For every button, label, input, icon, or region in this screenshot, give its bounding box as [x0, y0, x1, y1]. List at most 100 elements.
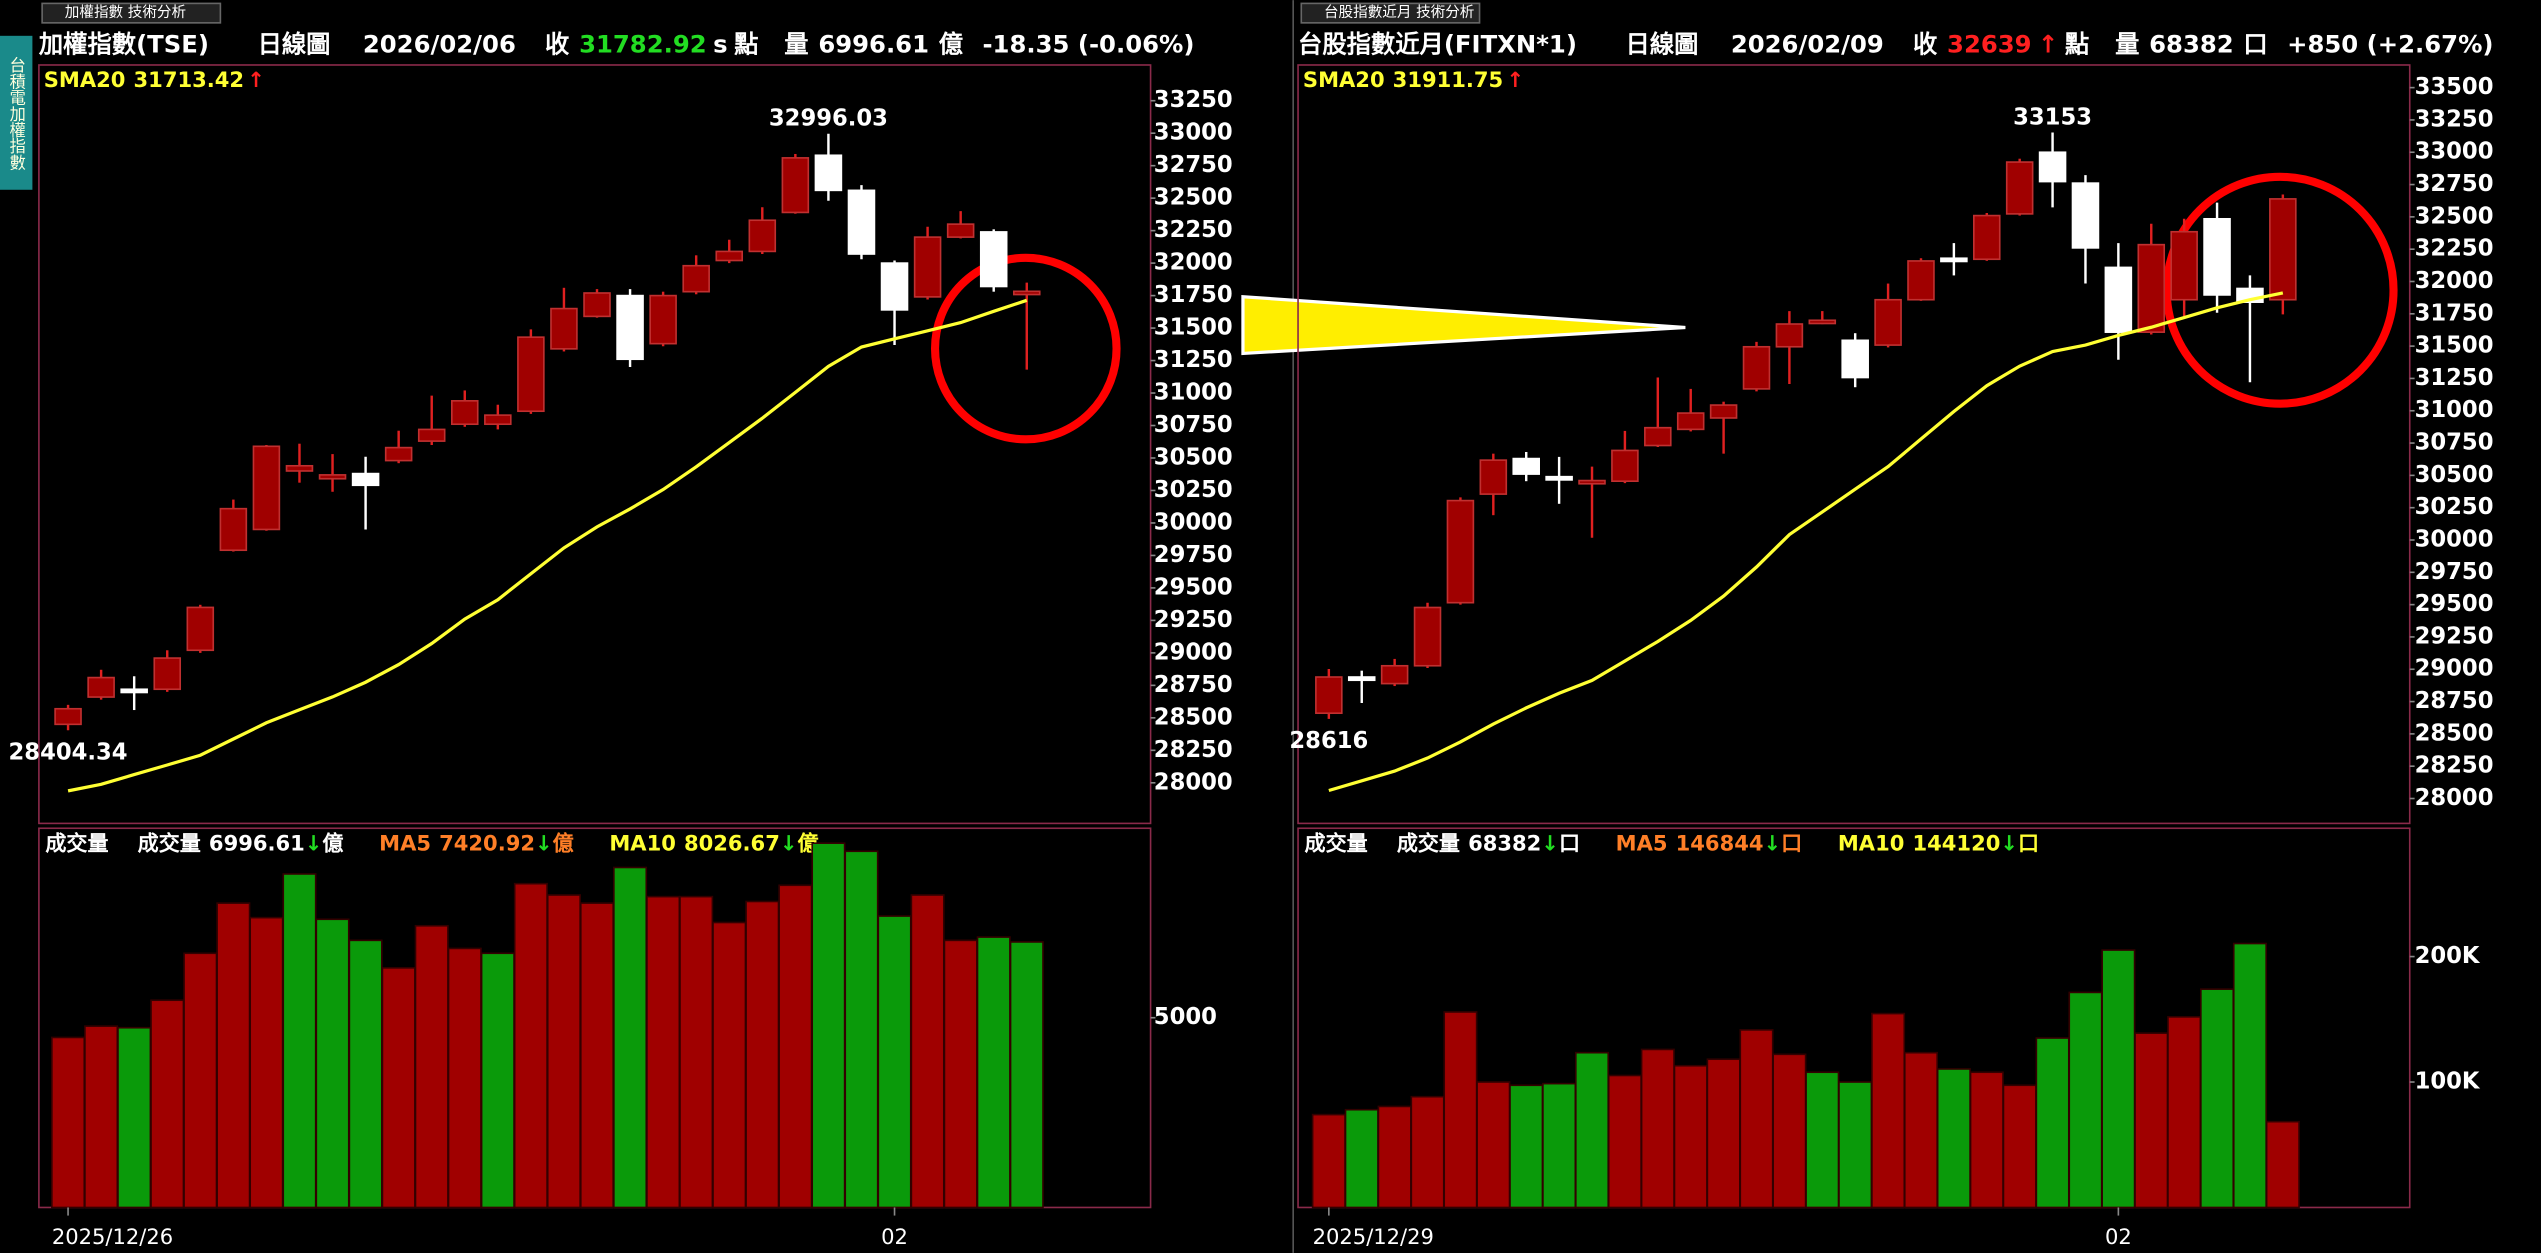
volume-bar	[2101, 949, 2136, 1209]
side-tab[interactable]	[0, 35, 33, 190]
y-tick-label: 28000	[2415, 785, 2494, 811]
volume-bar	[1509, 1084, 1544, 1209]
candle-body	[715, 250, 744, 262]
volume-bar	[1607, 1074, 1642, 1209]
close-label: 收	[1913, 30, 1938, 59]
y-tick-label: 29750	[1154, 542, 1233, 568]
change: -18.35 (-0.06%)	[982, 30, 1194, 59]
y-tick-label: 32500	[1154, 185, 1233, 211]
candle-body	[1644, 426, 1672, 447]
y-tick-label: 31750	[2415, 300, 2494, 326]
sma-line	[67, 298, 1028, 793]
y-tick-label: 32750	[1154, 152, 1233, 178]
arrow-annotation	[1241, 294, 1686, 356]
candle-body	[946, 223, 975, 238]
candle-body	[1742, 345, 1771, 390]
y-tick-label: 28500	[2415, 720, 2494, 746]
y-tick-label: 29250	[2415, 623, 2494, 649]
y-tick-label: 31500	[2415, 333, 2494, 359]
volume-bar	[414, 924, 449, 1209]
volume-bar	[84, 1025, 119, 1209]
candle-body	[1347, 676, 1376, 682]
tab-label: 台股指數近月 技術分析	[1324, 4, 1474, 21]
y-tick-label: 32250	[2415, 236, 2494, 262]
volume-bar	[1542, 1082, 1577, 1209]
ma5-name: MA5	[1616, 830, 1668, 855]
ma5-value: 146844	[1676, 830, 1764, 855]
candle-body	[1676, 412, 1705, 431]
volume-bar	[811, 842, 846, 1209]
tab-label: 加權指數 技術分析	[65, 4, 186, 21]
candle-body	[1479, 459, 1508, 495]
volume-value: 68382	[1468, 830, 1541, 855]
y-tick-label: 33250	[1154, 87, 1233, 113]
y-tick-label: 28250	[2415, 753, 2494, 779]
volume-bar	[1443, 1011, 1478, 1209]
volume-bar	[2265, 1120, 2300, 1209]
date: 2026/02/09	[1731, 30, 1884, 59]
volume-bar	[1009, 941, 1044, 1209]
volume-bar	[1311, 1113, 1346, 1209]
volume-bar	[216, 902, 251, 1209]
volume-bar	[646, 895, 681, 1209]
x-tick-label: 2025/12/26	[52, 1224, 173, 1249]
volume-header: 成交量 成交量 6996.61↓億 MA5 7420.92↓億 MA10 8026.67↓億	[45, 830, 818, 855]
side-tab-label: 台積電加權指數	[7, 57, 26, 170]
candle-body	[781, 157, 810, 214]
low-label: 28616	[1289, 728, 1368, 754]
period: 日線圖	[258, 30, 331, 59]
volume-title: 成交量	[45, 830, 108, 855]
sma-line	[1328, 291, 2284, 793]
y-tick-label: 31500	[1154, 315, 1233, 341]
close-value: 32639	[1947, 30, 2032, 59]
y-tick-label: 28000	[1154, 769, 1233, 795]
candle-body	[1512, 457, 1540, 475]
point: 點	[2065, 30, 2089, 59]
candle-body	[351, 472, 380, 487]
candle-body	[219, 507, 248, 552]
ma10-value: 8026.67	[684, 830, 780, 855]
sma-label: SMA20 31713.42 ↑	[44, 67, 265, 92]
x-tick-label: 2025/12/29	[1313, 1224, 1434, 1249]
y-tick-label: 28750	[2415, 688, 2494, 714]
volume-header: 成交量 成交量 68382↓口 MA5 146844↓口 MA10 144120↓口	[1305, 830, 2040, 855]
candle-body	[1545, 475, 1573, 481]
ma10-value: 144120	[1912, 830, 2000, 855]
candle-body	[285, 464, 314, 472]
y-tick-label: 5000	[1154, 1004, 1217, 1030]
y-tick-label: 28750	[1154, 672, 1233, 698]
volume-unit: 口	[1559, 830, 1580, 855]
volume-bar	[778, 884, 813, 1209]
volume-bar	[348, 939, 383, 1209]
volume-bar	[1969, 1071, 2004, 1209]
candle-body	[1413, 606, 1442, 667]
volume-unit: 口	[2243, 30, 2267, 59]
candle-body	[550, 307, 578, 350]
volume-value: 6996.61	[209, 830, 305, 855]
candle-body	[186, 606, 215, 652]
volume-label: 成交量	[1397, 830, 1460, 855]
volume-bar	[1640, 1048, 1675, 1209]
y-tick-label: 32250	[1154, 217, 1233, 243]
volume-bar	[877, 915, 912, 1209]
candle-body	[1973, 214, 2001, 261]
y-tick-label: 32750	[2415, 171, 2494, 197]
y-tick-label: 29250	[1154, 607, 1233, 633]
title: 加權指數(TSE)	[38, 30, 209, 59]
volume-bar	[513, 882, 548, 1209]
high-label: 33153	[2013, 104, 2092, 130]
price-panel	[38, 64, 1152, 825]
volume-bar	[976, 936, 1011, 1209]
ma10-arrow: ↓	[2000, 830, 2018, 855]
y-tick-label: 29000	[2415, 656, 2494, 682]
candle-body	[1940, 257, 1968, 263]
period: 日線圖	[1626, 30, 1699, 59]
volume-bar	[844, 850, 879, 1209]
candle-body	[517, 336, 545, 413]
candle-body	[120, 688, 148, 694]
volume-label: 成交量	[138, 830, 201, 855]
highlight-circle	[930, 253, 1121, 444]
volume-bar	[1377, 1105, 1412, 1209]
y-tick-label: 32000	[1154, 250, 1233, 276]
volume-bar	[1903, 1051, 1938, 1209]
